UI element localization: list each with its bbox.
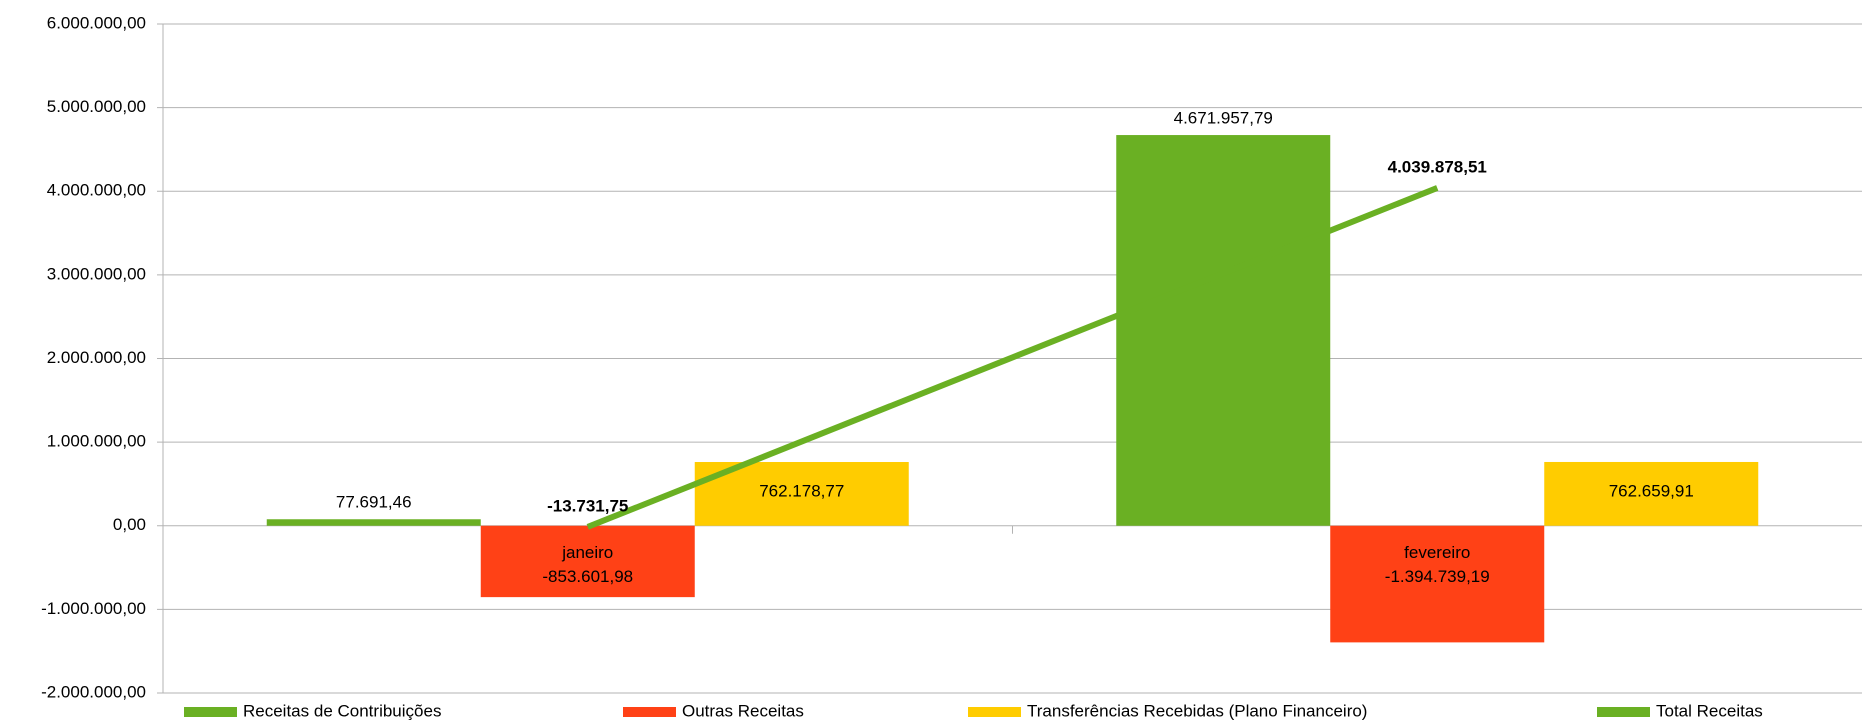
y-tick-label: -2.000.000,00: [41, 682, 146, 701]
x-tick-label: fevereiro: [1404, 543, 1470, 562]
legend-swatch: [623, 707, 676, 717]
legend-label: Outras Receitas: [682, 701, 804, 720]
legend-swatch: [968, 707, 1021, 717]
bar: [480, 525, 695, 598]
data-label: 77.691,46: [336, 493, 412, 512]
line: [586, 185, 1439, 530]
bar: [1544, 461, 1759, 526]
legend-label: Total Receitas: [1656, 701, 1763, 720]
line-label: 4.039.878,51: [1388, 157, 1487, 176]
y-tick-label: 1.000.000,00: [47, 432, 146, 451]
bar: [1330, 525, 1545, 643]
bar: [1116, 135, 1331, 526]
x-tick-label: janeiro: [561, 543, 613, 562]
line-label: -13.731,75: [547, 496, 628, 515]
legend-label: Receitas de Contribuições: [243, 701, 441, 720]
y-tick-label: 6.000.000,00: [47, 13, 146, 32]
bar: [266, 519, 481, 526]
data-label: -853.601,98: [542, 567, 633, 586]
legend-swatch: [184, 707, 237, 717]
data-label: 4.671.957,79: [1174, 109, 1273, 128]
y-tick-label: 4.000.000,00: [47, 181, 146, 200]
y-tick-label: 0,00: [113, 515, 146, 534]
y-tick-label: 5.000.000,00: [47, 97, 146, 116]
legend-swatch: [1597, 707, 1650, 717]
legend-label: Transferências Recebidas (Plano Financei…: [1027, 701, 1367, 720]
data-label: -1.394.739,19: [1385, 567, 1490, 586]
data-label: 762.178,77: [759, 481, 844, 500]
y-tick-label: 2.000.000,00: [47, 348, 146, 367]
data-label: 762.659,91: [1609, 481, 1694, 500]
y-tick-label: 3.000.000,00: [47, 264, 146, 283]
y-tick-label: -1.000.000,00: [41, 599, 146, 618]
